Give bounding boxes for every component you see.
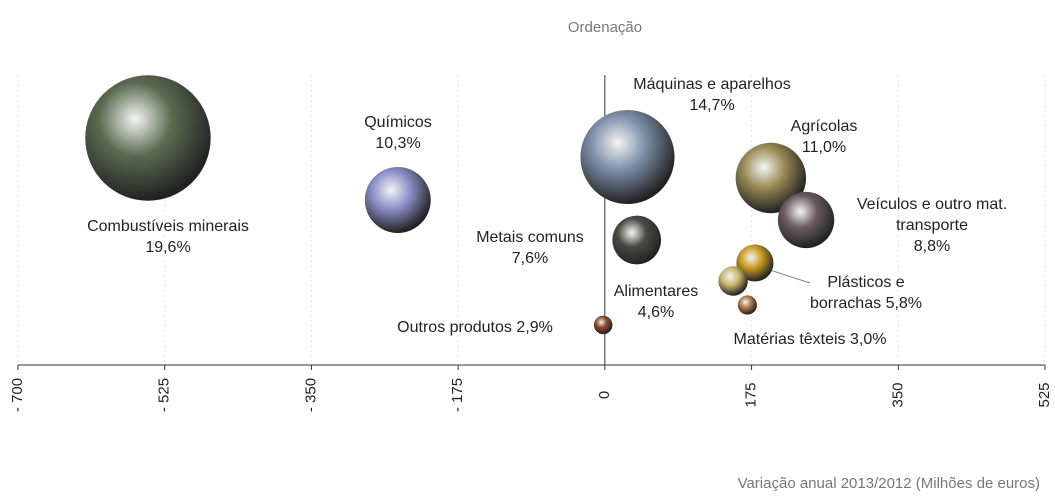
chart-title: Ordenação	[568, 19, 642, 36]
label-name: Combustíveis minerais	[87, 218, 249, 235]
value-label: 8,8%	[913, 238, 951, 255]
value-label: 5,8%	[885, 295, 923, 312]
x-tick-label: - 175	[449, 378, 466, 412]
bubble-label: Outros produtos 2,9%	[345, 317, 605, 338]
bubble	[777, 191, 835, 249]
label-name: Agrícolas	[790, 118, 858, 135]
x-tick-label: 0	[596, 391, 613, 399]
label-name: Químicos	[364, 114, 432, 131]
label-name: Matérias têxteis	[733, 331, 846, 348]
bubble-label: Alimentares 4,6%	[586, 281, 726, 323]
value-label: 7,6%	[511, 250, 549, 267]
bubble	[718, 266, 748, 296]
value-label: 10,3%	[375, 135, 421, 152]
bubble	[364, 167, 431, 233]
label-name: Metais comuns	[476, 229, 584, 246]
bubble	[736, 244, 774, 282]
label-name: Plásticos e borrachas	[809, 274, 905, 312]
bubble-label: Veículos e outro mat. transporte 8,8%	[832, 194, 1032, 257]
bubble	[85, 75, 211, 201]
value-label: 14,7%	[689, 97, 735, 114]
bubble	[737, 295, 757, 315]
bubble-label: Agrícolas 11,0%	[754, 116, 894, 158]
connector	[769, 269, 811, 284]
bubble-label: Máquinas e aparelhos 14,7%	[592, 74, 832, 116]
bubble	[735, 142, 807, 214]
bubble	[593, 315, 613, 335]
x-tick-label: - 700	[9, 378, 26, 412]
value-label: 4,6%	[637, 304, 675, 321]
bubble-label: Químicos 10,3%	[328, 112, 468, 154]
x-tick-label: 525	[1036, 382, 1053, 407]
label-name: Alimentares	[613, 283, 699, 300]
value-label: 2,9%	[516, 319, 553, 336]
bubble-label: Matérias têxteis 3,0%	[680, 329, 940, 350]
bubble	[612, 215, 662, 265]
bubble-label: Metais comuns 7,6%	[450, 227, 610, 269]
label-name: Máquinas e aparelhos	[633, 76, 791, 93]
value-label: 19,6%	[145, 239, 191, 256]
label-name: Outros produtos	[397, 319, 512, 336]
value-label: 11,0%	[801, 139, 847, 156]
bubble-label: Plásticos e borrachas 5,8%	[796, 272, 936, 314]
x-tick-label: - 525	[156, 378, 173, 412]
x-axis-label: Variação anual 2013/2012 (Milhões de eur…	[738, 475, 1040, 492]
bubble	[580, 109, 675, 205]
x-tick-label: 175	[743, 382, 760, 407]
value-label: 3,0%	[850, 331, 887, 348]
bubble-label: Combustíveis minerais 19,6%	[48, 216, 288, 258]
x-tick-label: 350	[889, 382, 906, 407]
x-tick-label: - 350	[302, 378, 319, 412]
label-name: Veículos e outro mat. transporte	[856, 196, 1008, 234]
